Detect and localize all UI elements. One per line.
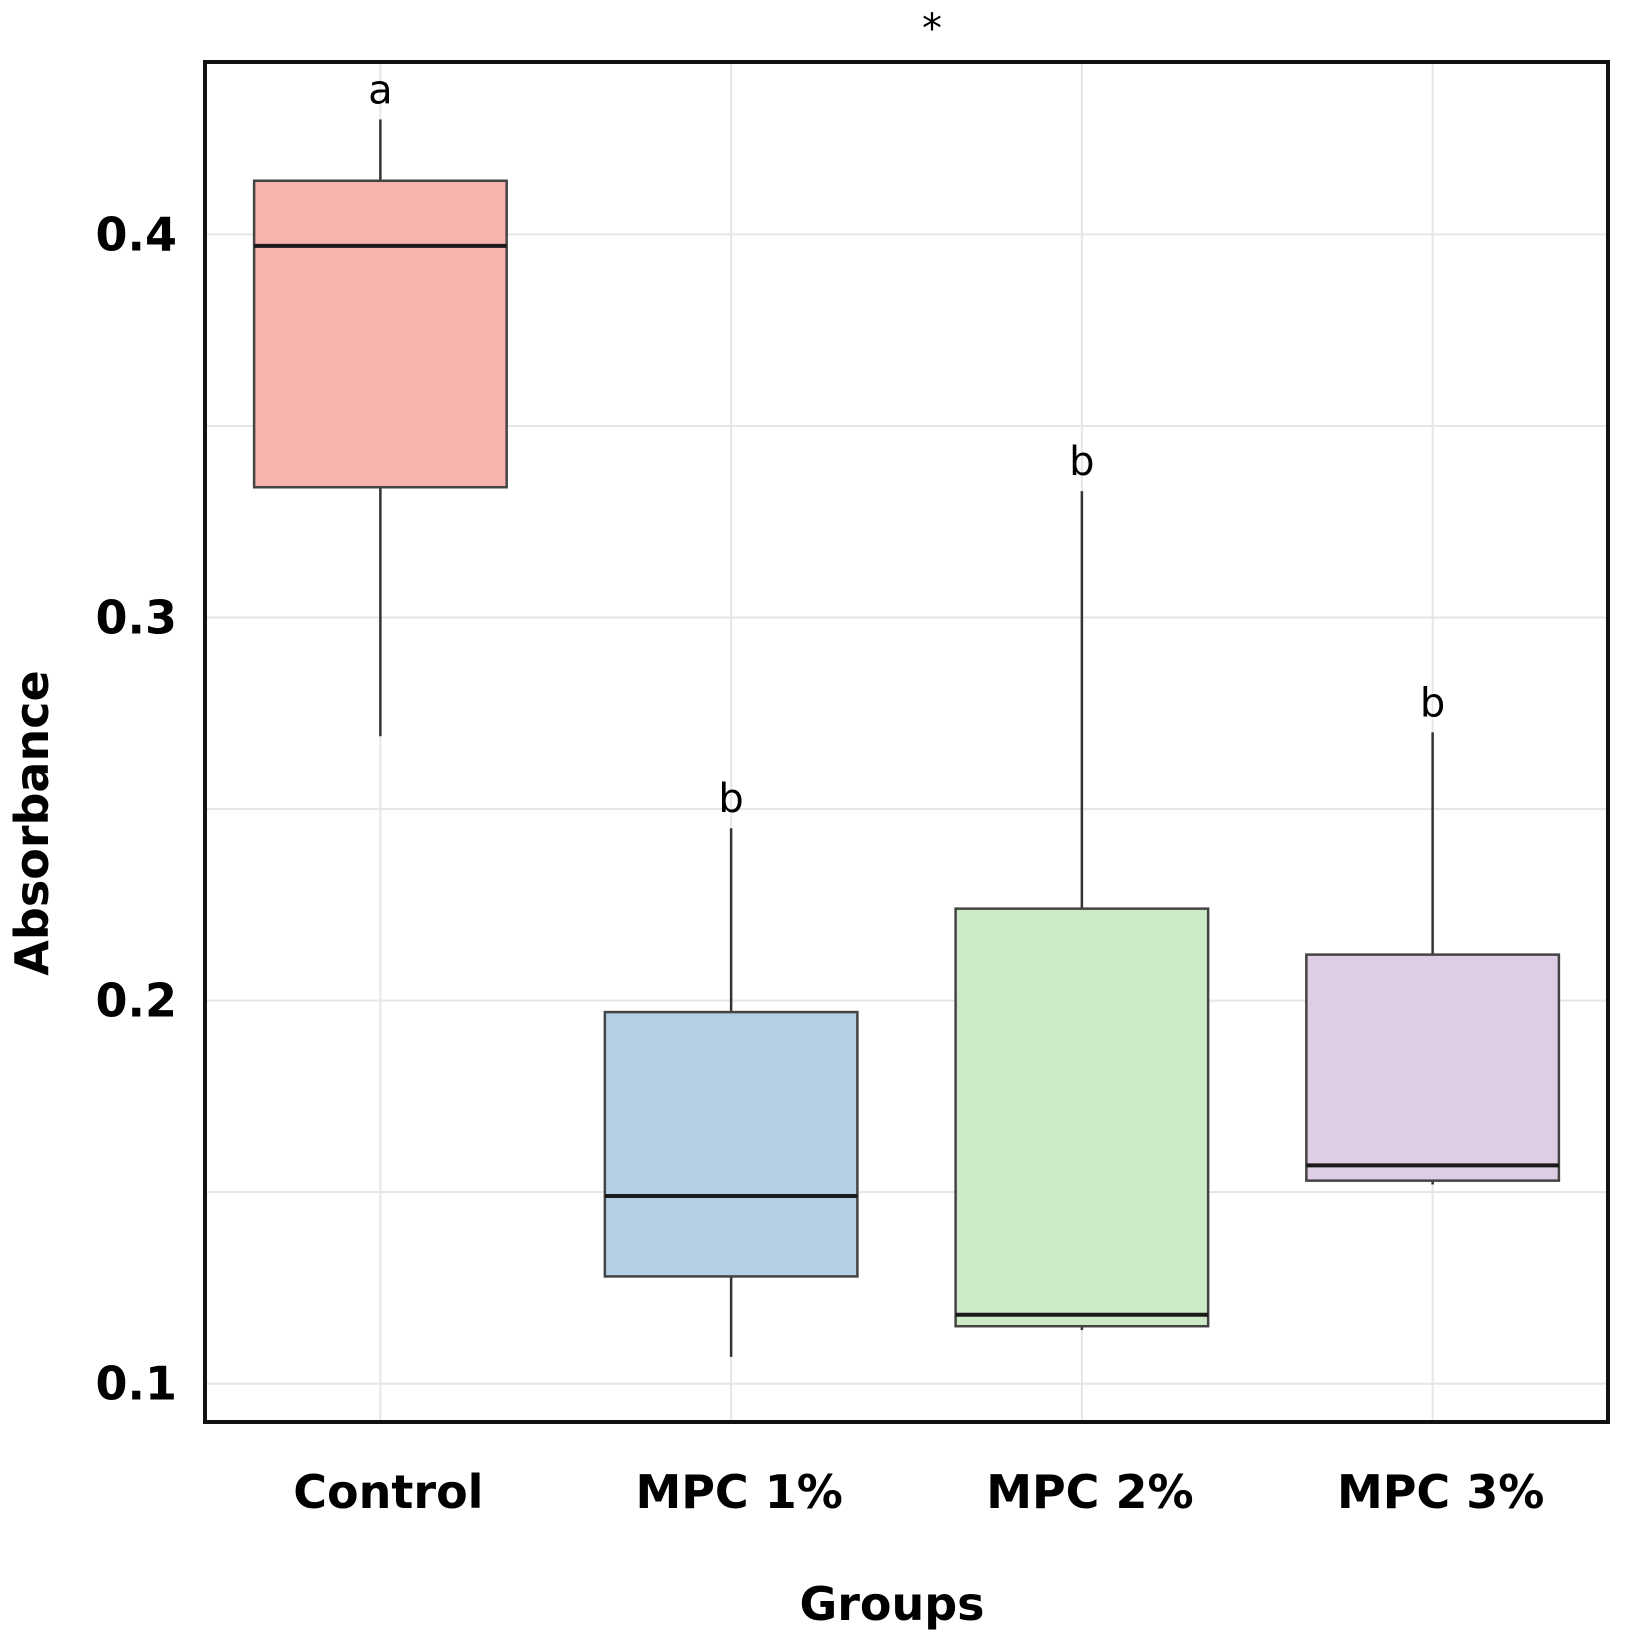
significance-letter: b [718, 776, 743, 822]
x-category-label: MPC 3% [1337, 1465, 1544, 1519]
box-iqr [603, 1010, 859, 1278]
category-labels: Control MPC 1% MPC 2% MPC 3% [293, 1465, 1544, 1519]
box-iqr [1305, 953, 1561, 1182]
plot-border [203, 60, 1610, 1424]
y-axis-title: Absorbance [5, 670, 59, 975]
box-iqr [252, 179, 508, 489]
x-category-label: MPC 1% [635, 1465, 842, 1519]
x-category-label: MPC 2% [986, 1465, 1193, 1519]
box-group: b [603, 776, 859, 1357]
box-group: b [954, 439, 1210, 1331]
tick-layer: 0.1 0.2 0.3 0.4 [96, 207, 178, 1410]
significance-letter: a [368, 67, 393, 113]
box-iqr [954, 907, 1210, 1328]
box-layer: a b b b [252, 67, 1561, 1357]
box-group: a [252, 67, 508, 737]
x-category-label: Control [293, 1465, 483, 1519]
significance-star: * [922, 6, 942, 52]
y-tick-label: 0.1 [96, 1357, 178, 1411]
significance-letter: b [1069, 439, 1094, 485]
significance-letter: b [1420, 680, 1445, 726]
box-group: b [1305, 680, 1561, 1185]
y-tick-label: 0.3 [96, 590, 178, 644]
y-tick-label: 0.4 [96, 207, 178, 261]
y-tick-label: 0.2 [96, 974, 178, 1028]
x-axis-title: Groups [799, 1577, 984, 1631]
